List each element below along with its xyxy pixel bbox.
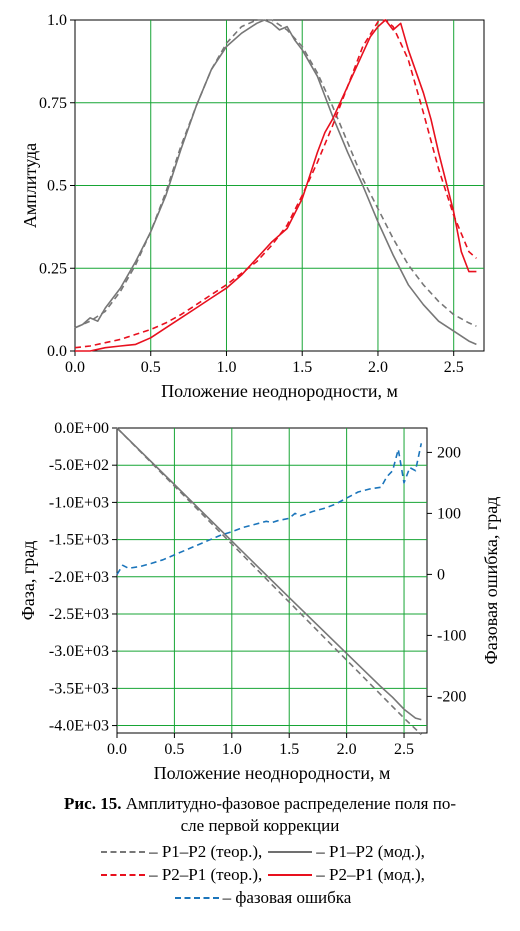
y-tick-label-1-0: 1.0 — [47, 12, 67, 29]
series-p2p1-model — [75, 19, 477, 352]
legend-label-p2p1-theor: – Р2–Р1 (теор.), — [149, 865, 263, 884]
legend-label-p1p2-theor: – Р1–Р2 (теор.), — [149, 842, 263, 861]
x-tick-label-0-0: 0.0 — [65, 359, 85, 376]
legend-label-p2p1-model: – Р2–Р1 (мод.), — [316, 865, 425, 884]
y2-axis-title: Фазовая ошибка, град — [481, 497, 501, 665]
x-tick-label-2-5: 2.5 — [394, 741, 414, 758]
y2-tick-label-200: -200 — [437, 688, 466, 705]
x-tick-label-1-0: 1.0 — [222, 741, 242, 758]
series-p1p2-model — [74, 19, 477, 346]
figure-caption: Рис. 15. Амплитудно-фазовое распределени… — [0, 793, 520, 837]
series-p2p1-theor — [74, 19, 477, 349]
x-tick-label-2-0: 2.0 — [368, 359, 388, 376]
legend-swatch-phase-error — [174, 897, 219, 899]
figure-label: Рис. 15. — [64, 794, 122, 813]
y-tick-label-3-5E-03: -3.5E+03 — [49, 680, 109, 697]
x-tick-label-0-0: 0.0 — [107, 741, 127, 758]
legend-label-p1p2-model: – Р1–Р2 (мод.), — [316, 842, 425, 861]
legend-row-2: – Р2–Р1 (теор.), – Р2–Р1 (мод.), — [0, 864, 520, 886]
y-tick-label-1-5E-03: -1.5E+03 — [49, 532, 109, 549]
phase-chart: 0.0 0.5 1.0 1.5 2.0 2.5 0.0E+00 -5.0E+02 -1.0E+0… — [18, 420, 501, 783]
y-tick-label-2-5E-03: -2.5E+03 — [49, 606, 109, 623]
y2-tick-label-100: -100 — [437, 627, 466, 644]
x-tick-label-0-5: 0.5 — [164, 741, 184, 758]
caption-text-1: Амплитудно-фазовое распределение поля по… — [125, 794, 456, 813]
figure-canvas: 0.0 0.5 1.0 1.5 2.0 2.5 0.0 0.25 0.5 0.75 1.0 Полож… — [18, 12, 501, 783]
x-axis-title: Положение неоднородности, м — [161, 381, 398, 401]
series-phase-model — [116, 427, 422, 721]
y-axis-title: Фаза, град — [18, 541, 38, 621]
y-tick-label-0-5: 0.5 — [47, 178, 67, 195]
y-tick-label-2-0E-03: -2.0E+03 — [49, 569, 109, 586]
legend-label-phase-error: – фазовая ошибка — [222, 888, 352, 907]
y-tick-label-0-75: 0.75 — [39, 95, 67, 112]
x-tick-label-1-5: 1.5 — [279, 741, 299, 758]
y-tick-label-1-0E-03: -1.0E+03 — [49, 494, 109, 511]
y-tick-label-4-0E-03: -4.0E+03 — [49, 718, 109, 735]
y2-tick-label-0: 0 — [437, 566, 445, 583]
y-tick-label-0-25: 0.25 — [39, 260, 67, 277]
x-tick-label-0-5: 0.5 — [141, 359, 161, 376]
legend-swatch-p2p1-model — [268, 874, 313, 876]
legend-swatch-p1p2-theor — [101, 851, 146, 853]
legend-row-3: – фазовая ошибка — [0, 887, 520, 909]
plot-frame — [116, 427, 428, 734]
series-p1p2-theor — [74, 19, 477, 329]
y2-tick-label-200: 200 — [437, 444, 461, 461]
legend-swatch-p1p2-model — [268, 851, 313, 853]
x-tick-label-1-5: 1.5 — [292, 359, 312, 376]
series-phase-theor — [116, 427, 422, 736]
amplitude-chart: 0.0 0.5 1.0 1.5 2.0 2.5 0.0 0.25 0.5 0.75 1.0 Полож… — [20, 12, 485, 401]
caption-line-2: сле первой коррекции — [180, 816, 340, 835]
x-tick-label-1-0: 1.0 — [216, 359, 236, 376]
y-tick-label-5-0E-02: -5.0E+02 — [49, 457, 109, 474]
y-tick-label-0-0: 0.0 — [47, 343, 67, 360]
y-tick-label-0-0E-00: 0.0E+00 — [54, 420, 109, 437]
series-phase-error — [116, 443, 423, 575]
y2-tick-label-100: 100 — [437, 505, 461, 522]
x-tick-label-2-5: 2.5 — [444, 359, 464, 376]
legend-swatch-p2p1-theor — [101, 874, 146, 876]
y-axis-title: Амплитуда — [20, 143, 40, 228]
x-tick-label-2-0: 2.0 — [337, 741, 357, 758]
legend-row-1: – Р1–Р2 (теор.), – Р1–Р2 (мод.), — [0, 841, 520, 863]
y-tick-label-3-0E-03: -3.0E+03 — [49, 643, 109, 660]
caption-line-1: Рис. 15. Амплитудно-фазовое распределени… — [0, 793, 520, 815]
x-axis-title: Положение неоднородности, м — [154, 763, 391, 783]
